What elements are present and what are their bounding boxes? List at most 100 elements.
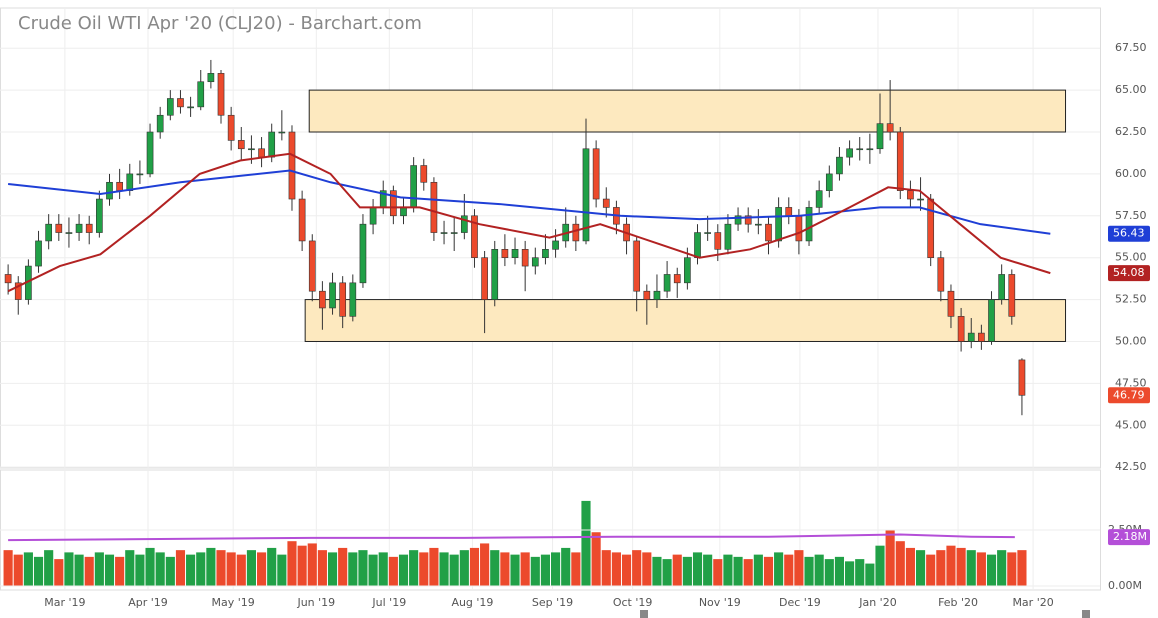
- y-tick-label: 62.50: [1115, 125, 1147, 138]
- volume-bar: [723, 554, 733, 586]
- candle-body: [866, 148, 874, 151]
- volume-bar: [581, 500, 591, 586]
- volume-bar: [692, 552, 703, 586]
- candle-body: [998, 274, 1006, 300]
- x-tick-label: Feb '20: [938, 596, 978, 609]
- volume-bar: [845, 561, 855, 586]
- volume-bar: [246, 550, 256, 586]
- candle-body: [724, 223, 732, 250]
- volume-bar: [490, 550, 500, 586]
- candle-body: [582, 148, 590, 242]
- candle-body: [684, 257, 691, 284]
- value-tag: [1108, 265, 1150, 282]
- volume-bar: [469, 547, 480, 586]
- volume-bar: [135, 554, 145, 586]
- volume-bar: [449, 554, 459, 586]
- volume-bar: [804, 556, 814, 586]
- volume-bar: [500, 552, 510, 586]
- candle-body: [988, 299, 995, 342]
- y-tick-label: 60.00: [1115, 167, 1147, 180]
- candle-body: [400, 207, 407, 217]
- y-tick-label: 67.50: [1115, 41, 1147, 54]
- candle-body: [227, 114, 235, 141]
- volume-bar: [621, 554, 632, 586]
- value-tag-label: 46.79: [1113, 388, 1145, 401]
- volume-bar: [824, 559, 834, 586]
- moving-average: [8, 169, 1051, 235]
- candle-body: [907, 190, 914, 200]
- volume-bar: [196, 552, 206, 586]
- candle-body: [288, 131, 296, 200]
- candle-body: [846, 148, 853, 158]
- volume-bar: [23, 552, 33, 586]
- volume-bar: [287, 541, 297, 586]
- volume-bar: [571, 552, 581, 586]
- candle-body: [957, 316, 965, 342]
- volume-bar: [875, 545, 885, 586]
- volume-bar: [895, 541, 905, 586]
- candle-body: [329, 282, 336, 309]
- volume-bar: [216, 550, 226, 586]
- candle-body: [521, 249, 529, 267]
- volume-bar: [682, 556, 692, 586]
- volume-bar: [307, 543, 317, 586]
- volume-bar: [540, 554, 551, 586]
- volume-bar: [368, 554, 378, 586]
- volume-bar: [885, 530, 895, 586]
- scroll-handle[interactable]: [1082, 610, 1090, 618]
- volume-bar: [662, 559, 672, 586]
- value-tag: [1108, 529, 1150, 546]
- candle-body: [440, 232, 448, 234]
- candle-body: [754, 223, 762, 226]
- candle-body: [106, 181, 113, 200]
- moving-average: [7, 152, 1051, 293]
- candle-body: [116, 181, 123, 191]
- candle-body: [643, 290, 651, 300]
- candle-body: [55, 223, 63, 233]
- volume-bar: [510, 554, 520, 586]
- volume-bar: [956, 547, 966, 586]
- volume-bar: [753, 554, 763, 586]
- scroll-handle[interactable]: [640, 610, 648, 618]
- candle-body: [836, 156, 843, 175]
- volume-bar: [44, 550, 54, 586]
- volume-bar: [226, 552, 236, 586]
- volume-bar: [54, 559, 64, 586]
- volume-bar: [784, 554, 794, 586]
- volume-bar: [186, 554, 196, 586]
- candle-body: [278, 131, 286, 134]
- candle-body: [146, 131, 154, 175]
- volume-bar: [104, 554, 115, 586]
- candle-body: [501, 249, 509, 258]
- candle-body: [96, 198, 103, 233]
- candle-body: [166, 98, 174, 116]
- candle-body: [430, 181, 438, 233]
- candle-body: [450, 232, 458, 234]
- candle-body: [85, 223, 93, 233]
- candle-body: [136, 173, 144, 176]
- volume-bar: [145, 547, 155, 586]
- y-tick-label: 55.00: [1115, 251, 1147, 264]
- candle-body: [359, 223, 367, 284]
- volume-bar: [936, 550, 946, 586]
- y-tick-label: 0.00M: [1108, 579, 1142, 592]
- volume-bar: [834, 556, 845, 586]
- candle-body: [694, 232, 701, 258]
- volume-bar: [946, 545, 956, 586]
- candle-body: [298, 198, 306, 242]
- volume-bar: [632, 550, 642, 586]
- volume-bar: [480, 543, 490, 586]
- y-tick-label: 65.00: [1115, 83, 1147, 96]
- volume-bar: [713, 559, 723, 586]
- candle-body: [886, 123, 894, 133]
- volume-bar: [459, 550, 469, 586]
- chart-title: Crude Oil WTI Apr '20 (CLJ20) - Barchart…: [18, 13, 422, 34]
- zone: [304, 299, 1067, 342]
- candle-body: [592, 148, 600, 200]
- volume-bar: [125, 550, 135, 586]
- value-tag: [1108, 225, 1150, 242]
- volume-bar: [165, 556, 175, 586]
- candle-body: [602, 198, 610, 208]
- volume-bar: [398, 554, 409, 586]
